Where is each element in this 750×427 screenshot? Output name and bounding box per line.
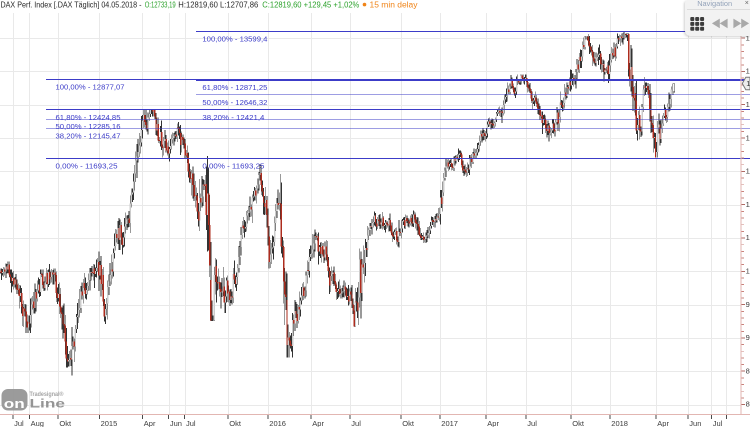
- svg-text:2018: 2018: [611, 419, 628, 427]
- svg-text:8000: 8000: [746, 400, 750, 409]
- svg-text:Jul: Jul: [713, 419, 723, 427]
- svg-text:Jul: Jul: [14, 419, 24, 427]
- svg-text:2015: 2015: [101, 419, 118, 427]
- svg-text:10000: 10000: [746, 267, 750, 276]
- svg-text:Apr: Apr: [487, 419, 499, 427]
- svg-text:9000: 9000: [746, 333, 750, 342]
- svg-text:Okt: Okt: [402, 419, 415, 427]
- svg-text:Okt: Okt: [572, 419, 585, 427]
- svg-text:0,00% - 11693,25: 0,00% - 11693,25: [202, 162, 264, 171]
- svg-text:15 min delay: 15 min delay: [370, 0, 418, 9]
- svg-text:13000: 13000: [746, 67, 750, 76]
- svg-text:on: on: [4, 397, 25, 411]
- svg-text:8500: 8500: [746, 366, 750, 375]
- svg-text:50,00% - 12285,16: 50,00% - 12285,16: [56, 122, 121, 131]
- svg-text:C:12819,60 +129,45 +1,02%: C:12819,60 +129,45 +1,02%: [262, 0, 359, 9]
- svg-text:12500: 12500: [746, 100, 750, 109]
- svg-text:Okt: Okt: [59, 419, 72, 427]
- svg-text:11500: 11500: [746, 167, 750, 176]
- svg-text:Jul: Jul: [351, 419, 361, 427]
- svg-text:Jul: Jul: [527, 419, 537, 427]
- svg-text:50,00% - 12646,32: 50,00% - 12646,32: [202, 98, 267, 107]
- svg-text:Jun: Jun: [170, 419, 182, 427]
- svg-text:11000: 11000: [746, 200, 750, 209]
- svg-text:61,80% - 12871,25: 61,80% - 12871,25: [202, 83, 267, 92]
- svg-text:38,20% - 12145,47: 38,20% - 12145,47: [56, 131, 121, 140]
- svg-text:2016: 2016: [269, 419, 286, 427]
- svg-text:Line: Line: [30, 399, 66, 411]
- svg-text:2017: 2017: [441, 419, 458, 427]
- svg-text:Apr: Apr: [144, 419, 156, 427]
- svg-text:Tradesignal®: Tradesignal®: [30, 391, 65, 398]
- svg-text:12000: 12000: [746, 133, 750, 142]
- svg-text:H:12819,60 L:12707,86: H:12819,60 L:12707,86: [178, 0, 259, 9]
- svg-text:Apr: Apr: [657, 419, 669, 427]
- svg-text:61,80% - 12424,85: 61,80% - 12424,85: [56, 113, 121, 122]
- svg-text:12819,60: 12819,60: [746, 79, 750, 88]
- svg-text:Apr: Apr: [312, 419, 324, 427]
- svg-text:38,20% - 12421,4: 38,20% - 12421,4: [202, 113, 264, 122]
- svg-text:0,00% - 11693,25: 0,00% - 11693,25: [56, 162, 118, 171]
- svg-text:Okt: Okt: [229, 419, 242, 427]
- svg-text:100,00% - 13599,4: 100,00% - 13599,4: [202, 35, 267, 44]
- svg-text:DAX Perf. Index [.DAX Täglich]: DAX Perf. Index [.DAX Täglich] 04.05.201…: [1, 0, 142, 9]
- svg-text:Aug: Aug: [31, 419, 44, 427]
- svg-text:100,00% - 12877,07: 100,00% - 12877,07: [56, 83, 125, 92]
- svg-text:O:12733,19: O:12733,19: [145, 0, 176, 9]
- svg-text:10500: 10500: [746, 233, 750, 242]
- svg-text:Jul: Jul: [186, 419, 196, 427]
- svg-text:9500: 9500: [746, 300, 750, 309]
- svg-text:13500: 13500: [746, 33, 750, 42]
- svg-text:Jun: Jun: [689, 419, 701, 427]
